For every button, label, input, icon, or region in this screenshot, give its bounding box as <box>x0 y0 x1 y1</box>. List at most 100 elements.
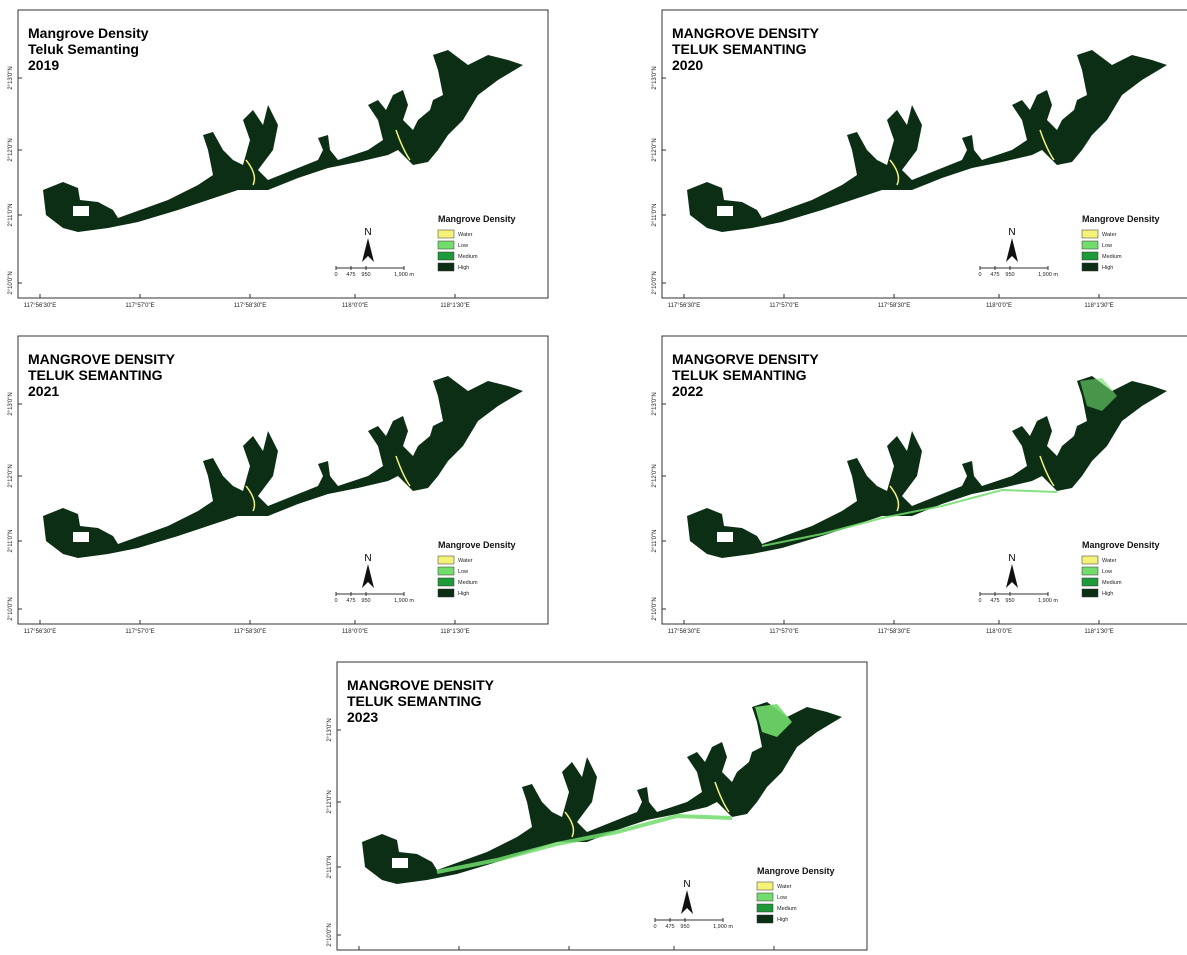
longitude-label: 117°56'30"E <box>24 303 57 309</box>
map-title: MANGORVE DENSITY <box>672 351 819 367</box>
legend-title: Mangrove Density <box>438 540 516 550</box>
north-label: N <box>364 227 371 238</box>
legend-label: Low <box>1102 243 1112 249</box>
legend-label: Water <box>458 558 473 564</box>
scale-label: 475 <box>990 272 999 278</box>
scale-label: 475 <box>346 272 355 278</box>
legend-label: High <box>458 265 469 271</box>
legend-label: Medium <box>458 254 478 260</box>
scale-label: 475 <box>665 924 674 930</box>
longitude-label: 118°1'30"E <box>440 303 469 309</box>
scale-label: 950 <box>1005 598 1014 604</box>
legend-swatch <box>438 263 454 271</box>
latitude-label: 2°10'0"N <box>652 597 658 620</box>
scale-label: 0 <box>653 924 656 930</box>
scale-label: 1,900 m <box>1038 598 1058 604</box>
longitude-label: 117°58'30"E <box>878 629 911 635</box>
latitude-label: 2°10'0"N <box>8 271 14 294</box>
map-title: TELUK SEMANTING <box>672 41 807 57</box>
legend-label: Water <box>458 232 473 238</box>
legend-label: Low <box>458 569 468 575</box>
legend-label: Water <box>1102 232 1117 238</box>
longitude-label: 117°56'30"E <box>668 303 701 309</box>
map-title: 2022 <box>672 383 703 399</box>
legend-label: High <box>1102 591 1113 597</box>
scale-label: 0 <box>334 272 337 278</box>
latitude-label: 2°11'0"N <box>327 856 333 879</box>
map-title: TELUK SEMANTING <box>28 367 163 383</box>
legend-label: Water <box>1102 558 1117 564</box>
latitude-label: 2°13'0"N <box>8 66 14 89</box>
longitude-label: 117°57'0"E <box>769 303 798 309</box>
legend-label: Water <box>777 884 792 890</box>
legend-swatch <box>1082 589 1098 597</box>
legend-label: Low <box>458 243 468 249</box>
legend-swatch <box>438 567 454 575</box>
legend-title: Mangrove Density <box>1082 214 1160 224</box>
scale-label: 1,900 m <box>394 272 414 278</box>
latitude-label: 2°13'0"N <box>652 66 658 89</box>
latitude-label: 2°11'0"N <box>8 530 14 553</box>
north-label: N <box>683 879 690 890</box>
latitude-label: 2°12'0"N <box>327 790 333 813</box>
longitude-label: 117°56'30"E <box>668 629 701 635</box>
map-title: Teluk Semanting <box>28 41 139 57</box>
scale-label: 950 <box>361 272 370 278</box>
longitude-label: 117°58'30"E <box>878 303 911 309</box>
longitude-label: 117°58'30"E <box>234 629 267 635</box>
latitude-label: 2°12'0"N <box>8 464 14 487</box>
latitude-label: 2°10'0"N <box>8 597 14 620</box>
legend-label: Medium <box>1102 254 1122 260</box>
north-label: N <box>1008 553 1015 564</box>
longitude-label: 117°57'0"E <box>125 629 154 635</box>
latitude-label: 2°11'0"N <box>652 204 658 227</box>
map-title: Mangrove Density <box>28 25 149 41</box>
scale-label: 0 <box>978 598 981 604</box>
legend-label: Medium <box>458 580 478 586</box>
legend-swatch <box>438 578 454 586</box>
north-label: N <box>1008 227 1015 238</box>
map-title: MANGROVE DENSITY <box>347 677 495 693</box>
longitude-label: 118°0'0"E <box>342 629 368 635</box>
scale-label: 950 <box>680 924 689 930</box>
longitude-label: 118°0'0"E <box>986 303 1012 309</box>
scale-label: 0 <box>334 598 337 604</box>
map-title: TELUK SEMANTING <box>672 367 807 383</box>
legend-label: Low <box>777 895 787 901</box>
legend-swatch <box>1082 556 1098 564</box>
legend-label: High <box>1102 265 1113 271</box>
clearing <box>73 532 89 542</box>
legend-label: Medium <box>777 906 797 912</box>
longitude-label: 118°0'0"E <box>986 629 1012 635</box>
longitude-label: 118°0'0"E <box>342 303 368 309</box>
scale-label: 950 <box>361 598 370 604</box>
legend-title: Mangrove Density <box>438 214 516 224</box>
map-panel: 2°13'0"N2°12'0"N2°11'0"N2°10'0"N117°56'3… <box>652 10 1187 309</box>
scale-label: 1,900 m <box>713 924 733 930</box>
latitude-label: 2°12'0"N <box>652 464 658 487</box>
legend-swatch <box>438 556 454 564</box>
legend-swatch <box>438 252 454 260</box>
map-title: 2020 <box>672 57 703 73</box>
latitude-label: 2°10'0"N <box>652 271 658 294</box>
longitude-label: 118°1'30"E <box>440 629 469 635</box>
scale-label: 1,900 m <box>1038 272 1058 278</box>
legend-title: Mangrove Density <box>757 866 835 876</box>
longitude-label: 118°1'30"E <box>1084 303 1113 309</box>
longitude-label: 117°58'30"E <box>234 303 267 309</box>
legend-label: Low <box>1102 569 1112 575</box>
legend-label: High <box>777 917 788 923</box>
legend-swatch <box>1082 263 1098 271</box>
legend-swatch <box>1082 567 1098 575</box>
legend-swatch <box>1082 578 1098 586</box>
legend-swatch <box>438 230 454 238</box>
legend-swatch <box>1082 230 1098 238</box>
legend-swatch <box>757 904 773 912</box>
map-title: 2023 <box>347 709 378 725</box>
map-title: TELUK SEMANTING <box>347 693 482 709</box>
north-label: N <box>364 553 371 564</box>
longitude-label: 117°56'30"E <box>24 629 57 635</box>
legend-swatch <box>1082 252 1098 260</box>
longitude-label: 118°1'30"E <box>1084 629 1113 635</box>
clearing <box>73 206 89 216</box>
